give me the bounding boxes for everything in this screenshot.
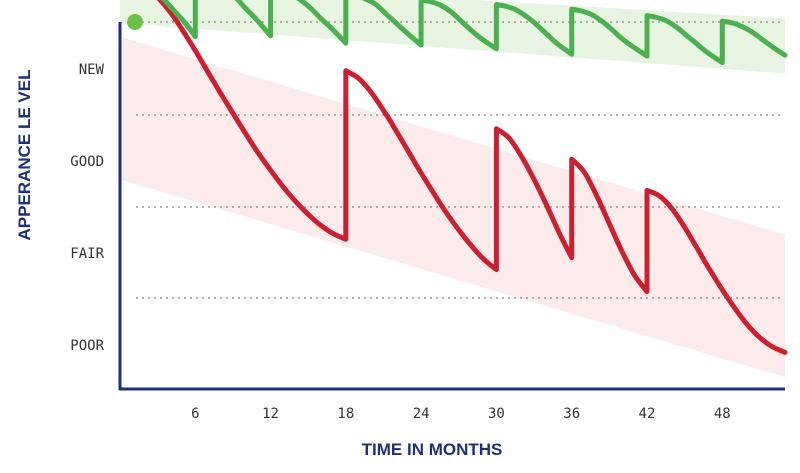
x-tick-label: 18 bbox=[337, 406, 354, 422]
red-series-line bbox=[156, 0, 788, 355]
y-tick-label: POOR bbox=[70, 338, 104, 354]
tick-labels: 6 12 18 24 30 36 42 48 NEW GOOD FAIR POOR bbox=[70, 62, 730, 422]
x-tick-label: 24 bbox=[413, 406, 430, 422]
series-layer bbox=[156, 0, 788, 355]
x-tick-label: 12 bbox=[262, 406, 279, 422]
green-band bbox=[120, 0, 785, 74]
x-tick-label: 36 bbox=[563, 406, 580, 422]
x-tick-label: 48 bbox=[714, 406, 731, 422]
y-tick-label: NEW bbox=[79, 62, 105, 78]
band-layer bbox=[120, 0, 785, 378]
y-tick-label: FAIR bbox=[70, 246, 104, 262]
red-band bbox=[120, 36, 785, 378]
x-tick-label: 42 bbox=[639, 406, 656, 422]
y-tick-label: GOOD bbox=[70, 154, 104, 170]
x-tick-label: 6 bbox=[191, 406, 199, 422]
y-axis-label: APPERANCE LE VEL bbox=[15, 70, 34, 241]
start-marker bbox=[127, 14, 143, 30]
axes-layer bbox=[118, 22, 785, 391]
green-series-line bbox=[160, 0, 788, 66]
x-tick-label: 30 bbox=[488, 406, 505, 422]
x-axis-label: TIME IN MONTHS bbox=[362, 440, 503, 459]
